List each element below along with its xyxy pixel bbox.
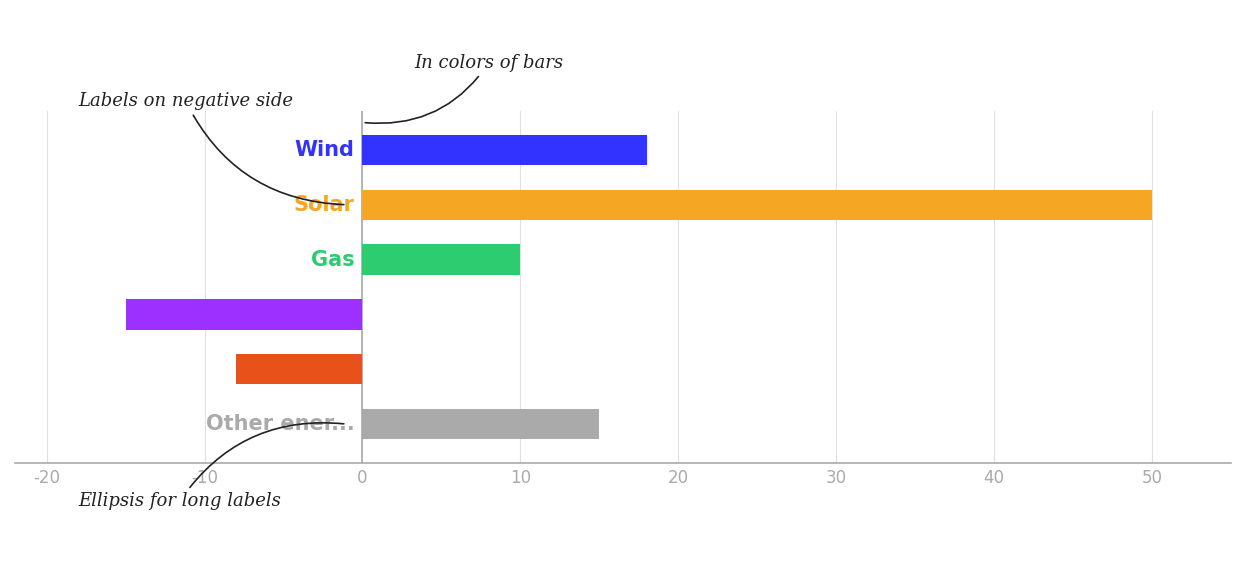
Bar bbox=[126, 299, 363, 329]
Bar bbox=[363, 190, 1153, 220]
Text: Solar: Solar bbox=[294, 195, 355, 215]
Text: In colors of bars: In colors of bars bbox=[365, 54, 563, 124]
Bar bbox=[363, 244, 521, 275]
Text: Oil: Oil bbox=[323, 305, 355, 324]
Bar bbox=[235, 354, 363, 384]
Text: Nuclear: Nuclear bbox=[264, 359, 355, 379]
Text: Gas: Gas bbox=[312, 250, 355, 270]
Bar bbox=[363, 409, 599, 439]
Text: Ellipsis for long labels: Ellipsis for long labels bbox=[78, 423, 344, 510]
Text: Wind: Wind bbox=[294, 140, 355, 160]
Text: Labels on negative side: Labels on negative side bbox=[78, 92, 344, 205]
Bar bbox=[363, 135, 647, 165]
Text: Other ener...: Other ener... bbox=[206, 414, 355, 434]
